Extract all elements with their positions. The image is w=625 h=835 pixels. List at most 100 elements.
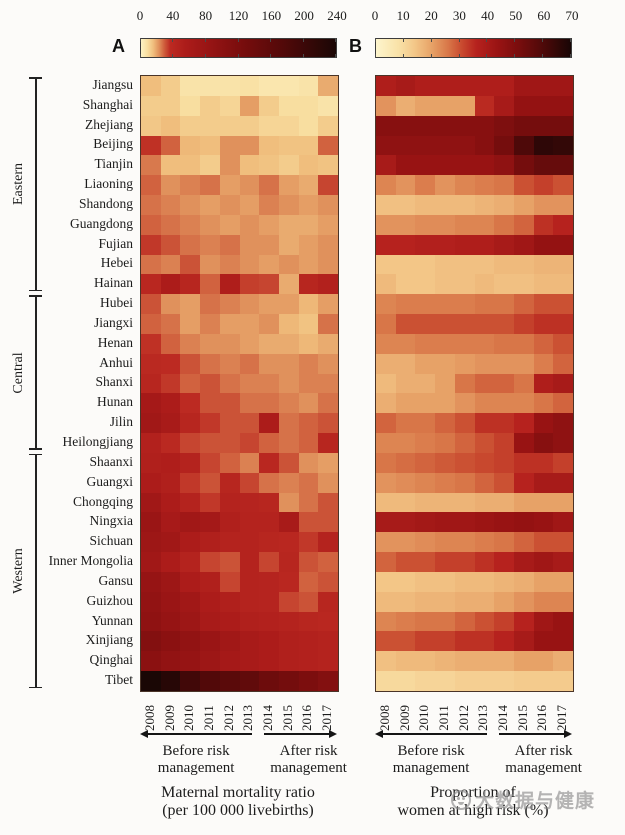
cell-A-Sichuan-2009	[160, 532, 181, 553]
cell-B-Shanxi-2012	[454, 373, 475, 394]
cell-B-Tibet-2016	[533, 671, 554, 691]
colorbar-tick-label: 60	[537, 8, 551, 23]
cell-A-Heilongjiang-2012	[219, 433, 240, 453]
cell-A-Jiangxi-2013	[239, 314, 260, 334]
cell-B-Jilin-2014	[494, 413, 514, 434]
cell-A-Beijing-2016	[298, 135, 319, 156]
before-arrow-label: Before risk management	[393, 743, 470, 777]
after-arrow-head-icon	[329, 729, 337, 738]
cell-A-Shaanxi-2009	[160, 452, 181, 473]
region-bracket-line	[35, 77, 37, 292]
cell-B-Guizhou-2013	[474, 591, 495, 612]
cell-A-Hebei-2016	[298, 254, 319, 275]
cell-A-Hunan-2015	[278, 393, 299, 414]
cell-B-Jiangsu-2010	[415, 76, 436, 96]
cell-A-Qinghai-2008	[141, 651, 161, 672]
cell-B-Yunnan-2014	[494, 611, 514, 632]
phase-label-line: Before risk	[397, 743, 465, 759]
cell-A-Hainan-2016	[298, 274, 319, 295]
province-label-zhejiang: Zhejiang	[85, 116, 133, 132]
cell-A-Jiangxi-2016	[298, 314, 319, 334]
cell-A-Guangdong-2009	[160, 214, 181, 235]
cell-B-Guizhou-2017	[553, 591, 573, 612]
cell-A-Gansu-2010	[180, 571, 201, 592]
cell-A-Yunnan-2012	[219, 611, 240, 632]
region-label-central: Central	[11, 351, 26, 394]
cell-B-Beijing-2014	[494, 135, 514, 156]
cell-A-Jilin-2012	[219, 413, 240, 434]
panel-a-label: A	[112, 36, 125, 56]
cell-B-Tibet-2008	[376, 671, 396, 691]
cell-A-Hebei-2010	[180, 254, 201, 275]
cell-B-Sichuan-2017	[553, 532, 573, 553]
cell-B-Jiangsu-2015	[513, 76, 534, 96]
cell-B-Heilongjiang-2011	[435, 433, 455, 453]
cell-A-Heilongjiang-2009	[160, 433, 181, 453]
cell-A-Gansu-2013	[239, 571, 260, 592]
cell-B-Beijing-2009	[395, 135, 416, 156]
cell-B-Ningxia-2016	[533, 512, 554, 533]
cell-A-Sichuan-2013	[239, 532, 260, 553]
cell-B-Tibet-2012	[454, 671, 475, 691]
cell-B-Hebei-2009	[395, 254, 416, 275]
cell-B-Heilongjiang-2017	[553, 433, 573, 453]
cell-A-Hebei-2012	[219, 254, 240, 275]
cell-A-Guangdong-2016	[298, 214, 319, 235]
cell-A-Inner Mongolia-2010	[180, 552, 201, 572]
cell-A-Hainan-2017	[318, 274, 338, 295]
cell-A-Hebei-2011	[200, 254, 220, 275]
cell-A-Zhejiang-2017	[318, 115, 338, 136]
province-label-shanghai: Shanghai	[82, 96, 133, 112]
cell-B-Guangxi-2016	[533, 472, 554, 493]
cell-A-Liaoning-2015	[278, 175, 299, 196]
cell-B-Xinjiang-2016	[533, 631, 554, 652]
province-label-hunan: Hunan	[97, 394, 133, 410]
cell-A-Shanxi-2017	[318, 373, 338, 394]
cell-B-Guangxi-2014	[494, 472, 514, 493]
cell-A-Liaoning-2009	[160, 175, 181, 196]
cell-A-Xinjiang-2015	[278, 631, 299, 652]
colorbar-tick-mark	[302, 54, 304, 58]
cell-B-Jiangsu-2013	[474, 76, 495, 96]
cell-A-Fujian-2012	[219, 234, 240, 255]
cell-B-Hunan-2014	[494, 393, 514, 414]
cell-A-Shanghai-2011	[200, 95, 220, 116]
cell-A-Heilongjiang-2016	[298, 433, 319, 453]
cell-A-Qinghai-2010	[180, 651, 201, 672]
cell-A-Hubei-2013	[239, 294, 260, 315]
caption-panel-a: Maternal mortality ratio (per 100 000 li…	[161, 784, 315, 819]
cell-A-Liaoning-2014	[259, 175, 279, 196]
cell-A-Inner Mongolia-2015	[278, 552, 299, 572]
cell-A-Heilongjiang-2014	[259, 433, 279, 453]
province-label-jiangxi: Jiangxi	[94, 314, 133, 330]
cell-A-Jilin-2008	[141, 413, 161, 434]
cell-A-Tibet-2012	[219, 671, 240, 691]
cell-B-Jiangsu-2009	[395, 76, 416, 96]
cell-B-Henan-2009	[395, 333, 416, 354]
region-bracket-cap	[29, 686, 42, 688]
cell-B-Hainan-2011	[435, 274, 455, 295]
cell-B-Tianjin-2011	[435, 155, 455, 176]
cell-A-Jiangxi-2008	[141, 314, 161, 334]
cell-B-Shanxi-2017	[553, 373, 573, 394]
cell-B-Fujian-2008	[376, 234, 396, 255]
cell-B-Guangxi-2008	[376, 472, 396, 493]
cell-A-Henan-2011	[200, 333, 220, 354]
cell-B-Tianjin-2014	[494, 155, 514, 176]
phase-label-line: management	[505, 760, 582, 776]
cell-A-Chongqing-2011	[200, 492, 220, 513]
cell-B-Hebei-2008	[376, 254, 396, 275]
colorbar-tick-mark	[402, 38, 404, 42]
cell-B-Hubei-2010	[415, 294, 436, 315]
cell-A-Shaanxi-2011	[200, 452, 220, 473]
cell-A-Gansu-2014	[259, 571, 279, 592]
colorbar-tick-mark	[335, 38, 336, 42]
cell-A-Henan-2013	[239, 333, 260, 354]
cell-B-Guangdong-2015	[513, 214, 534, 235]
cell-A-Jiangxi-2014	[259, 314, 279, 334]
cell-A-Jiangxi-2010	[180, 314, 201, 334]
cell-A-Shanxi-2014	[259, 373, 279, 394]
cell-B-Liaoning-2014	[494, 175, 514, 196]
cell-B-Guangxi-2017	[553, 472, 573, 493]
